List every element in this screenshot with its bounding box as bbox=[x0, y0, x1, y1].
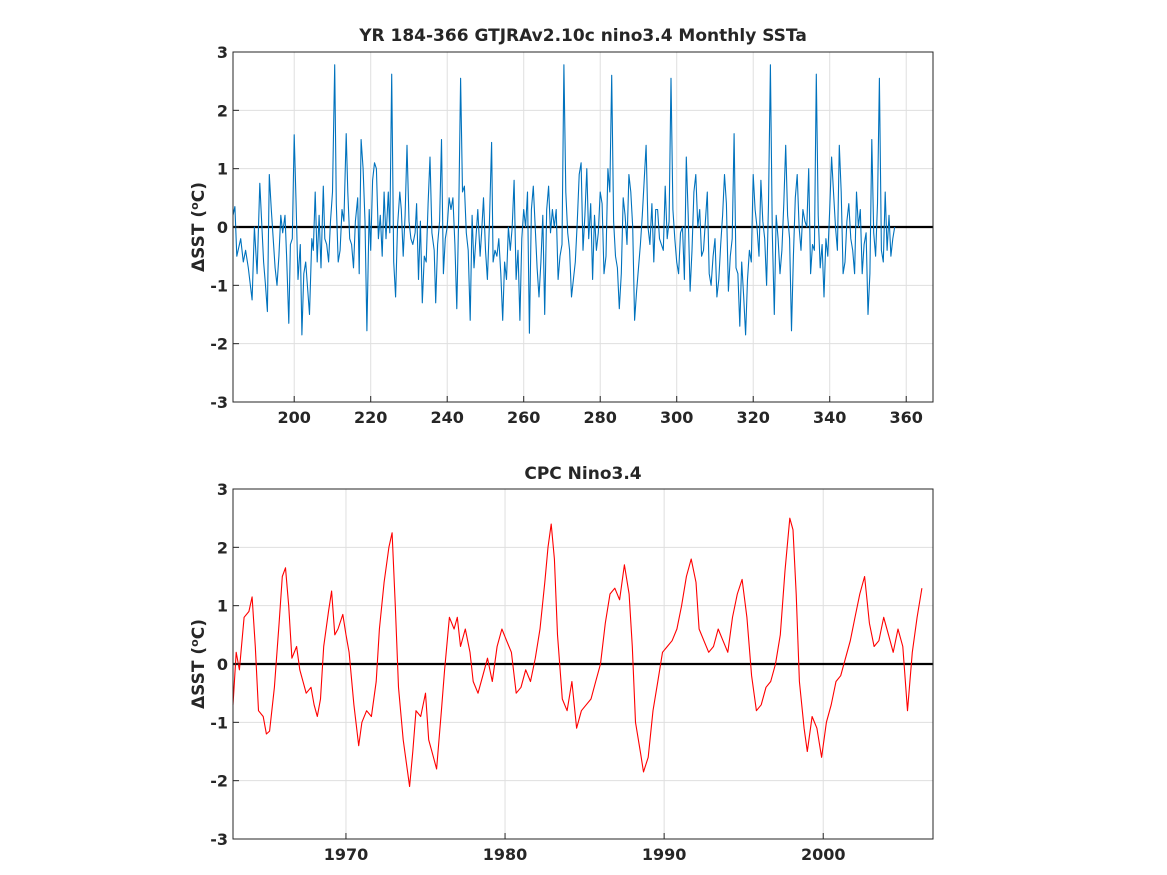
x-tick-label: 300 bbox=[660, 408, 693, 427]
y-tick-label: -3 bbox=[210, 830, 228, 849]
chart-title: YR 184-366 GTJRAv2.10c nino3.4 Monthly S… bbox=[358, 26, 807, 46]
x-tick-label: 360 bbox=[890, 408, 923, 427]
y-tick-label: 0 bbox=[217, 218, 228, 237]
chart-top: YR 184-366 GTJRAv2.10c nino3.4 Monthly S… bbox=[188, 26, 934, 427]
x-tick-label: 240 bbox=[431, 408, 464, 427]
x-tick-label: 2000 bbox=[801, 845, 846, 864]
x-tick-label: 280 bbox=[584, 408, 617, 427]
y-tick-label: -1 bbox=[210, 713, 228, 732]
y-axis-label: ΔSST (oC) bbox=[188, 182, 210, 272]
y-tick-label: -3 bbox=[210, 393, 228, 412]
y-tick-label: 2 bbox=[217, 101, 228, 120]
x-tick-labels: 200 220 240 260 280 300 320 340 360 bbox=[277, 396, 923, 427]
y-tick-label: 3 bbox=[217, 480, 228, 499]
delta-symbol: Δ bbox=[189, 695, 209, 709]
y-tick-label: 2 bbox=[217, 538, 228, 557]
degree-superscript: o bbox=[188, 202, 201, 210]
chart-title: CPC Nino3.4 bbox=[524, 464, 641, 484]
y-tick-label: -1 bbox=[210, 276, 228, 295]
x-tick-label: 320 bbox=[737, 408, 770, 427]
degree-superscript: o bbox=[188, 639, 201, 647]
delta-symbol: Δ bbox=[189, 258, 209, 272]
y-tick-label: -2 bbox=[210, 772, 228, 791]
x-tick-label: 1980 bbox=[483, 845, 528, 864]
y-tick-label: 1 bbox=[217, 160, 228, 179]
x-tick-label: 1990 bbox=[642, 845, 687, 864]
y-axis-label: ΔSST (oC) bbox=[188, 619, 210, 709]
y-tick-label: 1 bbox=[217, 597, 228, 616]
y-tick-labels: -3 -2 -1 0 1 2 3 bbox=[210, 480, 239, 849]
nino34-index-line bbox=[232, 517, 923, 788]
y-tick-labels: -3 -2 -1 0 1 2 3 bbox=[210, 43, 239, 412]
y-tick-label: 3 bbox=[217, 43, 228, 62]
y-tick-label: 0 bbox=[217, 655, 228, 674]
x-tick-labels: 1970 1980 1990 2000 bbox=[324, 833, 846, 864]
x-tick-label: 220 bbox=[354, 408, 387, 427]
chart-bottom: CPC Nino3.4 1970 1980 1990 2000 -3-2-10123 … bbox=[188, 464, 934, 864]
x-tick-label: 260 bbox=[507, 408, 540, 427]
sst-anomaly-line bbox=[232, 64, 896, 336]
y-tick-label: -2 bbox=[210, 335, 228, 354]
x-tick-label: 340 bbox=[813, 408, 846, 427]
x-tick-label: 200 bbox=[277, 408, 310, 427]
x-tick-label: 1970 bbox=[324, 845, 369, 864]
